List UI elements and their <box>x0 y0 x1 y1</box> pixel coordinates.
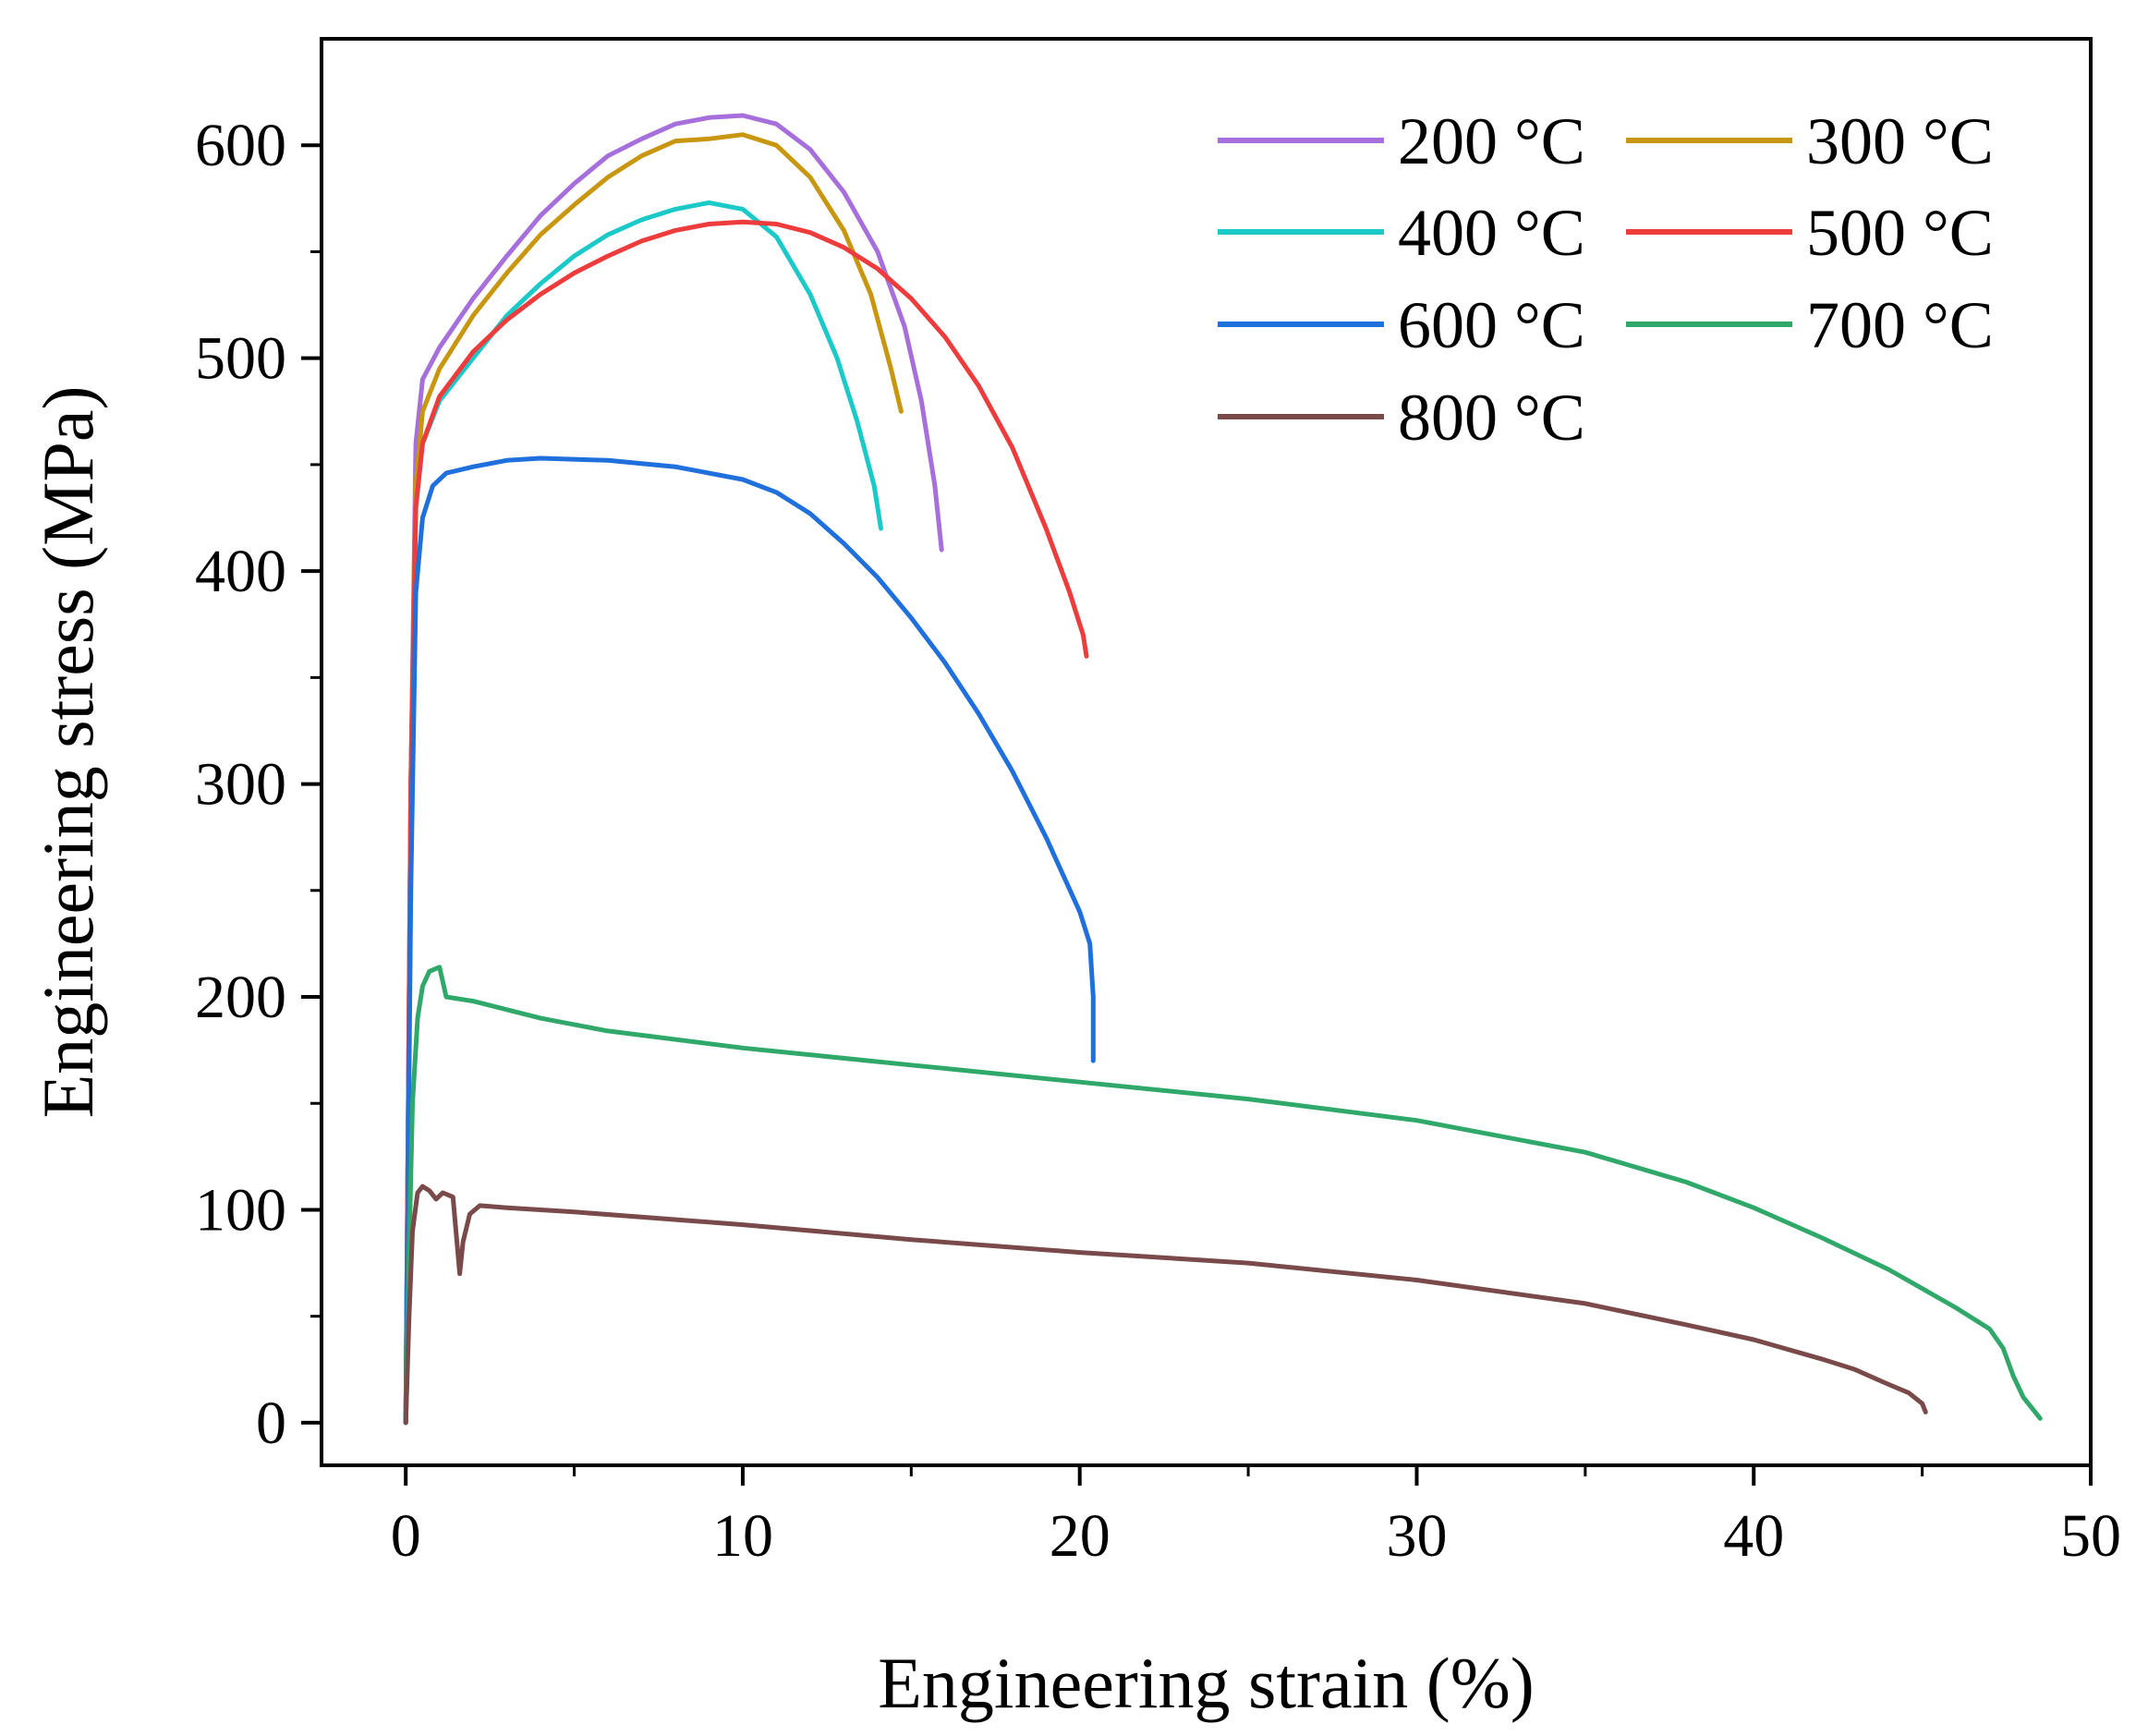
y-tick-label: 100 <box>195 1176 286 1244</box>
legend-label: 800 °C <box>1398 381 1585 455</box>
legend-label: 500 °C <box>1806 196 1994 270</box>
y-tick-label: 200 <box>195 964 286 1031</box>
legend-label: 300 °C <box>1806 104 1994 178</box>
x-tick-label: 20 <box>1050 1502 1110 1570</box>
series-lines <box>403 113 2043 1426</box>
x-tick-label: 10 <box>712 1502 773 1570</box>
series-line-6 <box>403 1184 1928 1426</box>
series-line-3 <box>403 219 1089 1426</box>
plot-frame <box>320 37 2093 1467</box>
series-line-4 <box>403 455 1096 1426</box>
legend-label: 700 °C <box>1806 288 1994 362</box>
x-tick-label: 50 <box>2060 1502 2121 1570</box>
series-line-2 <box>403 200 883 1426</box>
legend-label: 200 °C <box>1398 104 1585 178</box>
series-line-5 <box>403 965 2043 1426</box>
x-axis-title: Engineering strain (%) <box>878 1643 1534 1723</box>
y-tick-label: 300 <box>195 751 286 819</box>
y-axis-title: Engineering stress (MPa) <box>28 386 108 1119</box>
x-tick-label: 40 <box>1723 1502 1784 1570</box>
y-tick-label: 0 <box>256 1390 286 1457</box>
legend: 200 °C 300 °C 400 °C 500 °C 600 °C 700 °C 800 … <box>1218 104 1994 455</box>
y-tick-label: 400 <box>195 538 286 605</box>
x-tick-label: 0 <box>391 1502 421 1570</box>
y-tick-label: 500 <box>195 325 286 393</box>
series-line-0 <box>403 113 944 1426</box>
legend-label: 600 °C <box>1398 288 1585 362</box>
legend-label: 400 °C <box>1398 196 1585 270</box>
x-axis-ticks: 0 10 20 30 40 50 <box>391 1465 2121 1570</box>
y-tick-label: 600 <box>195 112 286 179</box>
series-line-1 <box>403 132 904 1426</box>
x-tick-label: 30 <box>1386 1502 1447 1570</box>
y-axis-ticks: 0 100 200 300 400 500 600 <box>195 112 322 1457</box>
